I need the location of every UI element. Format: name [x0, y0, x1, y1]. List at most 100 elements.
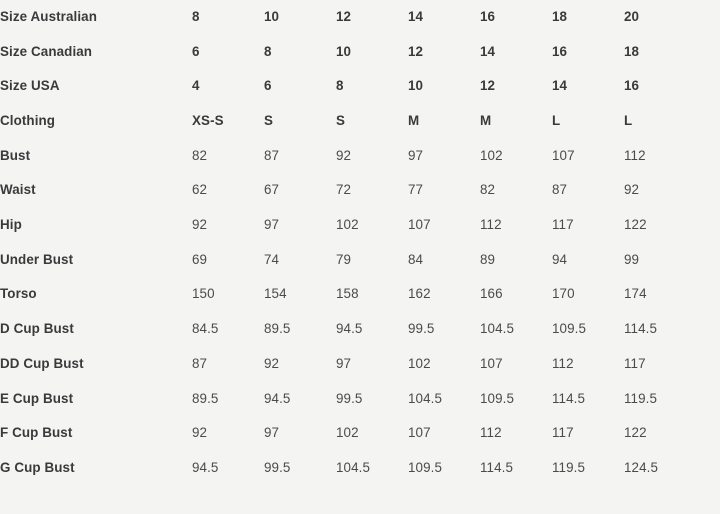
table-cell: 87	[192, 355, 208, 371]
table-cell: M	[480, 113, 492, 129]
table-cell: 99.5	[264, 459, 291, 475]
table-cell: 162	[408, 286, 431, 302]
row-label: Bust	[0, 147, 31, 163]
table-cell-spacer	[696, 451, 720, 486]
table-cell: 99.5	[408, 321, 435, 337]
table-cell: 69	[192, 251, 208, 267]
table-cell: 150	[192, 286, 215, 302]
table-cell: 122	[624, 217, 647, 233]
table-row: E Cup Bust 89.5 94.5 99.5 104.5 109.5 114.5 119…	[0, 382, 720, 417]
table-cell: 14	[552, 78, 568, 94]
table-cell: 62	[192, 182, 208, 198]
row-label: Clothing	[0, 113, 56, 129]
row-label: Size USA	[0, 78, 60, 94]
table-cell-spacer	[696, 243, 720, 278]
table-cell: 112	[552, 355, 574, 371]
table-cell: 97	[264, 425, 280, 441]
table-cell: 102	[480, 147, 503, 163]
row-label: Size Canadian	[0, 43, 93, 59]
table-cell: 12	[336, 8, 352, 24]
table-cell: 82	[480, 182, 496, 198]
row-label: Size Australian	[0, 8, 97, 24]
table-cell: 94	[552, 251, 568, 267]
table-cell: 87	[264, 147, 280, 163]
table-cell: 67	[264, 182, 280, 198]
table-cell: 6	[264, 78, 272, 94]
row-label: Hip	[0, 217, 22, 233]
table-cell: 89	[480, 251, 496, 267]
table-cell: 107	[480, 355, 503, 371]
table-cell: 14	[480, 43, 496, 59]
table-cell: 6	[192, 43, 200, 59]
table-cell: 174	[624, 286, 647, 302]
table-cell: 84	[408, 251, 424, 267]
table-cell: L	[624, 113, 633, 129]
table-cell: 104.5	[336, 459, 371, 475]
table-cell-spacer	[696, 35, 720, 70]
table-cell: 154	[264, 286, 287, 302]
table-cell: 84.5	[192, 321, 219, 337]
table-cell: 158	[336, 286, 359, 302]
table-cell-spacer	[696, 139, 720, 174]
table-cell: 109.5	[408, 459, 443, 475]
table-cell: 16	[552, 43, 568, 59]
row-label: G Cup Bust	[0, 459, 75, 475]
row-label: Under Bust	[0, 251, 74, 267]
size-chart-table-body: Size Australian 8 10 12 14 16 18 20 Size Canadia…	[0, 8, 720, 486]
table-cell: 92	[336, 147, 352, 163]
table-cell: 109.5	[480, 390, 515, 406]
table-row: Torso 150 154 158 162 166 170 174	[0, 278, 720, 313]
table-row: Clothing XS-S S S M M L L	[0, 104, 720, 139]
table-cell: 107	[408, 217, 431, 233]
table-cell: 99	[624, 251, 640, 267]
table-cell-spacer	[696, 347, 720, 382]
row-label: F Cup Bust	[0, 425, 73, 441]
row-label: DD Cup Bust	[0, 355, 84, 371]
table-cell: 8	[336, 78, 344, 94]
table-cell: 112	[624, 147, 646, 163]
table-row: Hip 92 97 102 107 112 117 122	[0, 208, 720, 243]
table-cell: XS-S	[192, 113, 224, 129]
table-cell: 92	[192, 217, 208, 233]
table-cell: 107	[408, 425, 431, 441]
table-cell: 10	[408, 78, 424, 94]
table-cell: 87	[552, 182, 568, 198]
table-cell: 114.5	[624, 321, 658, 337]
row-label: Torso	[0, 286, 37, 302]
table-cell-spacer	[696, 382, 720, 417]
table-cell: 94.5	[264, 390, 291, 406]
table-row: Waist 62 67 72 77 82 87 92	[0, 173, 720, 208]
table-cell-spacer	[696, 104, 720, 139]
table-row: DD Cup Bust 87 92 97 102 107 112 117	[0, 347, 720, 382]
table-cell: 20	[624, 8, 640, 24]
table-cell: 119.5	[552, 459, 586, 475]
table-cell: 89.5	[192, 390, 219, 406]
table-cell: 112	[480, 425, 502, 441]
table-row: Size USA 4 6 8 10 12 14 16	[0, 69, 720, 104]
table-cell-spacer	[696, 416, 720, 451]
table-cell: 119.5	[624, 390, 658, 406]
table-cell: 92	[192, 425, 208, 441]
table-cell-spacer	[696, 208, 720, 243]
table-cell: 104.5	[408, 390, 443, 406]
table-cell: 114.5	[552, 390, 586, 406]
table-cell: 10	[336, 43, 352, 59]
table-row: G Cup Bust 94.5 99.5 104.5 109.5 114.5 119.5 12…	[0, 451, 720, 486]
table-cell: 170	[552, 286, 575, 302]
table-cell: 92	[624, 182, 640, 198]
table-cell: 14	[408, 8, 424, 24]
table-cell-spacer	[696, 69, 720, 104]
table-cell: 92	[264, 355, 280, 371]
table-cell: 89.5	[264, 321, 291, 337]
table-cell: 97	[336, 355, 352, 371]
table-row: D Cup Bust 84.5 89.5 94.5 99.5 104.5 109.5 114.…	[0, 312, 720, 347]
table-cell: 124.5	[624, 459, 659, 475]
table-cell: 109.5	[552, 321, 587, 337]
table-cell: 97	[264, 217, 280, 233]
table-cell-spacer	[696, 173, 720, 208]
table-cell: 74	[264, 251, 280, 267]
table-cell: 94.5	[336, 321, 363, 337]
table-cell: 102	[408, 355, 431, 371]
table-cell-spacer	[696, 278, 720, 313]
table-row: Size Canadian 6 8 10 12 14 16 18	[0, 35, 720, 70]
